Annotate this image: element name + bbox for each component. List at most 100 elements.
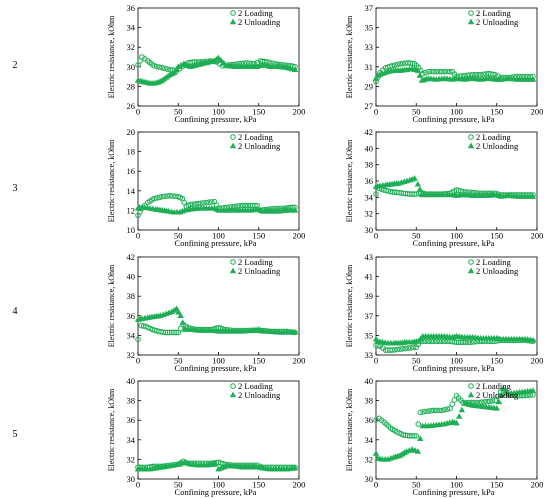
y-tick-label: 34 bbox=[127, 23, 136, 33]
x-tick-label: 0 bbox=[136, 356, 140, 366]
y-tick-label: 18 bbox=[127, 147, 136, 157]
x-tick-label: 150 bbox=[490, 356, 503, 366]
legend-marker bbox=[468, 383, 474, 389]
legend-entry: 2 Unloading bbox=[238, 266, 281, 276]
data-point bbox=[428, 68, 434, 75]
data-point bbox=[417, 435, 424, 442]
data-point bbox=[436, 68, 442, 75]
data-point bbox=[135, 336, 141, 343]
legend-entry: 2 Loading bbox=[476, 132, 511, 142]
chart-panel: 32 34 36 38 40 42 0 50 100 150 200 Confining pressu… bbox=[107, 252, 305, 373]
x-tick-label: 100 bbox=[212, 356, 225, 366]
data-point bbox=[397, 61, 403, 67]
legend-entry: 2 Unloading bbox=[238, 17, 281, 27]
y-tick-label: 34 bbox=[127, 330, 136, 340]
data-point bbox=[246, 60, 253, 67]
x-tick-label: 50 bbox=[412, 480, 421, 490]
x-tick-label: 50 bbox=[174, 231, 183, 241]
data-point bbox=[162, 65, 168, 72]
y-tick-label: 33 bbox=[365, 42, 374, 52]
data-point bbox=[397, 346, 403, 352]
data-point bbox=[444, 406, 451, 412]
data-point bbox=[455, 413, 463, 419]
data-point bbox=[372, 335, 380, 342]
x-tick-label: 150 bbox=[490, 231, 503, 241]
data-point bbox=[402, 345, 409, 352]
data-point bbox=[159, 193, 165, 200]
data-point bbox=[436, 407, 443, 414]
legend-entry: 2 Loading bbox=[238, 8, 273, 18]
x-tick-label: 100 bbox=[450, 231, 463, 241]
legend-entry: 2 Unloading bbox=[238, 390, 281, 400]
data-point bbox=[179, 319, 186, 325]
data-point bbox=[269, 60, 275, 67]
y-tick-label: 39 bbox=[365, 291, 374, 301]
data-point bbox=[400, 60, 406, 67]
x-tick-label: 0 bbox=[136, 480, 140, 490]
data-point bbox=[241, 60, 247, 67]
data-point bbox=[444, 68, 450, 75]
data-point bbox=[372, 75, 380, 81]
data-point bbox=[372, 183, 380, 189]
data-point bbox=[430, 68, 437, 75]
data-point bbox=[391, 346, 398, 353]
data-point bbox=[486, 398, 493, 405]
x-tick-label: 50 bbox=[174, 107, 183, 117]
data-point bbox=[436, 338, 443, 345]
x-tick-label: 50 bbox=[174, 480, 183, 490]
data-point bbox=[489, 398, 496, 404]
x-tick-label: 0 bbox=[136, 231, 140, 241]
data-point bbox=[425, 408, 432, 414]
y-axis-label: Electric resistance, kOhm bbox=[107, 139, 116, 222]
data-point bbox=[478, 399, 485, 406]
legend-marker bbox=[468, 134, 474, 140]
data-point bbox=[264, 59, 270, 65]
legend-marker bbox=[229, 18, 237, 25]
x-axis-label: Confining pressure, kPa bbox=[413, 363, 495, 373]
data-point bbox=[419, 422, 426, 429]
x-tick-label: 100 bbox=[212, 107, 225, 117]
x-tick-label: 50 bbox=[412, 231, 421, 241]
legend-entry: 2 Unloading bbox=[476, 17, 519, 27]
data-point bbox=[177, 312, 184, 318]
x-tick-label: 150 bbox=[490, 480, 503, 490]
data-point bbox=[460, 339, 466, 346]
legend-entry: 2 Loading bbox=[238, 257, 273, 267]
legend-marker bbox=[229, 267, 237, 274]
data-point bbox=[418, 191, 426, 198]
legend-entry: 2 Unloading bbox=[476, 390, 519, 400]
data-point bbox=[431, 338, 437, 345]
y-tick-label: 40 bbox=[365, 143, 374, 153]
data-point bbox=[164, 193, 171, 199]
data-point bbox=[441, 406, 448, 413]
x-tick-label: 200 bbox=[293, 231, 306, 241]
data-point bbox=[492, 71, 498, 78]
y-tick-label: 30 bbox=[127, 62, 136, 72]
y-tick-label: 43 bbox=[365, 252, 374, 262]
legend-marker bbox=[467, 391, 475, 398]
data-point bbox=[416, 186, 424, 192]
x-tick-label: 200 bbox=[531, 480, 544, 490]
data-point bbox=[405, 345, 412, 351]
chart-panel: 30 32 34 36 38 40 0 50 100 150 200 Confining pressu… bbox=[345, 376, 543, 497]
data-point bbox=[411, 433, 417, 439]
y-tick-label: 36 bbox=[127, 3, 136, 13]
y-axis-label: Electric resistance, kOhm bbox=[107, 388, 116, 471]
y-tick-label: 40 bbox=[127, 376, 136, 386]
data-point bbox=[410, 344, 417, 351]
data-point bbox=[181, 326, 188, 332]
data-point bbox=[484, 398, 490, 405]
data-point bbox=[423, 408, 429, 415]
x-tick-label: 200 bbox=[531, 107, 544, 117]
y-tick-label: 36 bbox=[365, 176, 374, 186]
x-tick-label: 200 bbox=[531, 356, 544, 366]
x-tick-label: 50 bbox=[174, 356, 183, 366]
series-triangle bbox=[372, 385, 537, 462]
data-point bbox=[173, 329, 179, 336]
data-point bbox=[433, 68, 440, 75]
y-tick-label: 26 bbox=[127, 101, 136, 111]
data-point bbox=[191, 59, 198, 65]
data-point bbox=[208, 199, 215, 205]
legend-marker bbox=[230, 10, 236, 16]
x-tick-label: 100 bbox=[450, 356, 463, 366]
